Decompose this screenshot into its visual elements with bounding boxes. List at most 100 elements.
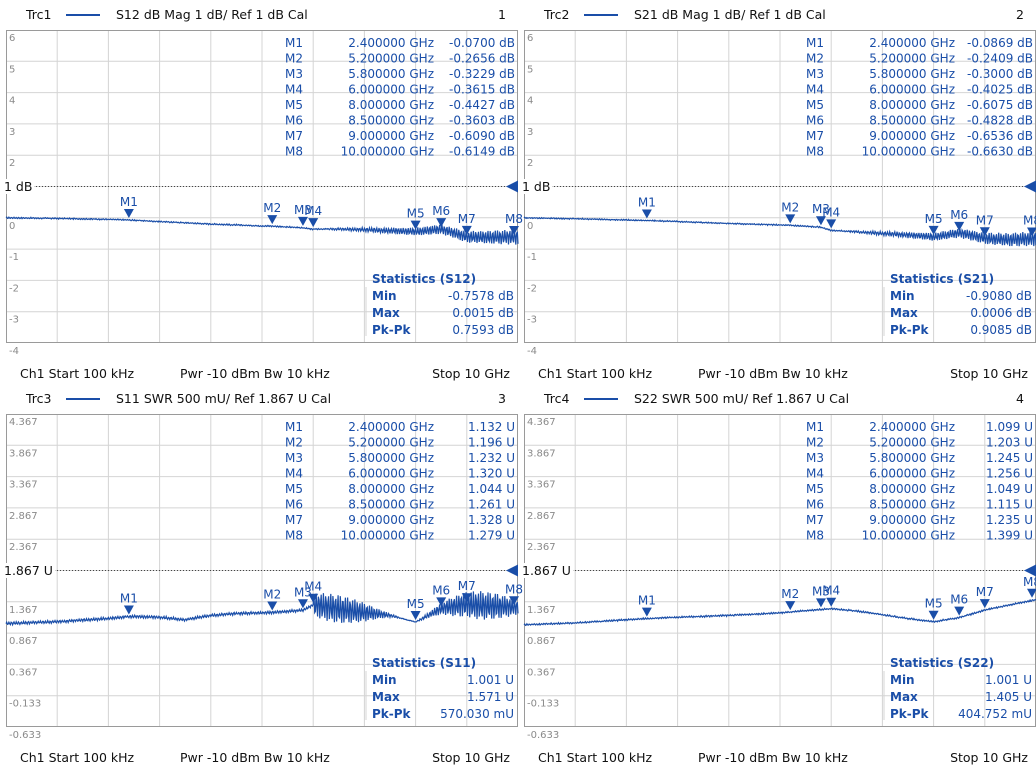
marker-table-name: M3 [285, 451, 303, 465]
plot-svg: 654320-1-2-3-4M1M2M3M4M5M6M7M8M12.400000… [523, 30, 1036, 357]
marker-table-value: 1.399 U [986, 529, 1033, 543]
marker-table-frequency: 9.000000 GHz [869, 513, 955, 527]
trace-header: Trc4 S22 SWR 500 mU/ Ref 1.867 U Cal 4 [518, 384, 1036, 414]
marker-table-value: -0.3000 dB [967, 67, 1033, 81]
marker-table-name: M1 [285, 36, 303, 50]
marker-triangle-icon [826, 597, 837, 607]
trace-description: S22 SWR 500 mU/ Ref 1.867 U Cal [634, 391, 850, 406]
trace-color-line [584, 14, 618, 16]
statistics-box: Statistics (S21) Min -0.9080 dB Max 0.0006 d… [883, 272, 1032, 337]
trace-line [5, 591, 519, 627]
channel-start: Ch1 Start 100 kHz [538, 366, 653, 381]
trace-description: S12 dB Mag 1 dB/ Ref 1 dB Cal [116, 7, 308, 22]
marker-triangle-icon [297, 216, 308, 226]
y-tick-label: -1 [527, 252, 537, 263]
marker-table-frequency: 9.000000 GHz [869, 129, 955, 143]
marker-label: M2 [263, 588, 281, 602]
trace-panel-1: Trc1 S12 dB Mag 1 dB/ Ref 1 dB Cal 1 6 5 4 3 2 0… [0, 0, 523, 384]
statistics-value: 0.7593 dB [452, 323, 514, 337]
y-tick-label: 2 [9, 158, 15, 169]
statistics-value: 404.752 mU [958, 707, 1032, 721]
reference-arrow-icon [506, 180, 518, 193]
marker-label: M7 [976, 213, 994, 227]
power-bandwidth: Pwr -10 dBm Bw 10 kHz [698, 366, 848, 381]
marker-label: M6 [432, 204, 450, 218]
statistics-label: Max [890, 306, 918, 320]
y-tick-label: 6 [527, 33, 533, 44]
statistics-label: Pk-Pk [890, 323, 930, 337]
y-tick-label: 3 [9, 127, 15, 138]
marker-table-name: M2 [806, 436, 824, 450]
marker-table-frequency: 10.000000 GHz [862, 145, 955, 159]
statistics-label: Min [890, 289, 915, 303]
marker-label: M3 [812, 202, 830, 216]
marker-label: M3 [812, 584, 830, 598]
trace-name: Trc2 [544, 7, 570, 22]
y-tick-label: -0.633 [527, 730, 559, 741]
reference-label: 1.867 U [520, 562, 573, 578]
power-bandwidth: Pwr -10 dBm Bw 10 kHz [180, 366, 330, 381]
marker-label: M6 [950, 593, 968, 607]
statistics-label: Max [372, 690, 400, 704]
reference-arrow-icon [506, 564, 518, 577]
marker-label: M3 [294, 585, 312, 599]
marker-label: M7 [458, 212, 476, 226]
marker-table-value: 1.256 U [986, 467, 1033, 481]
marker-triangle-icon [979, 227, 990, 237]
marker-table-name: M4 [806, 467, 824, 481]
y-tick-label: -0.633 [9, 730, 41, 741]
y-tick-label: 0 [9, 221, 15, 232]
trace-panel-2: Trc2 S21 dB Mag 1 dB/ Ref 1 dB Cal 2 6 5 4 3 2 0… [518, 0, 1036, 384]
y-tick-label: -0.133 [9, 699, 41, 710]
reference-arrow-icon [1024, 564, 1036, 577]
statistics-value: 1.405 U [985, 690, 1032, 704]
statistics-label: Max [372, 306, 400, 320]
y-tick-label: 0.367 [9, 667, 38, 678]
statistics-label: Min [890, 673, 915, 687]
marker-label: M1 [638, 594, 656, 608]
trace-footer: Ch1 Start 100 kHz Pwr -10 dBm Bw 10 kHz St… [518, 364, 1036, 384]
marker-table-value: 1.203 U [986, 436, 1033, 450]
marker-triangle-icon [308, 218, 319, 228]
marker-triangle-icon [954, 221, 965, 231]
marker-label: M4 [822, 584, 840, 598]
y-tick-label: 2.867 [527, 511, 556, 522]
trace-line [523, 216, 1036, 247]
marker-triangle-icon [509, 226, 519, 236]
marker-table-name: M8 [285, 145, 303, 159]
statistics-value: 0.0006 dB [970, 306, 1032, 320]
marker-table-name: M1 [806, 36, 824, 50]
marker-table-name: M4 [285, 467, 303, 481]
marker-label: M8 [1023, 214, 1036, 228]
marker-triangle-icon [979, 599, 990, 609]
marker-label: M4 [304, 204, 322, 218]
marker-table-name: M5 [806, 98, 824, 112]
trace-name: Trc4 [544, 391, 570, 406]
trace-description: S11 SWR 500 mU/ Ref 1.867 U Cal [116, 391, 332, 406]
y-tick-label: 5 [527, 64, 533, 75]
marker-table: M1 2.400000 GHz -0.0700 dB M2 5.200000 GHz -0… [285, 36, 515, 159]
marker-table-name: M6 [806, 114, 824, 128]
y-tick-label: 2.367 [9, 542, 38, 553]
y-tick-label: 4.367 [9, 417, 38, 428]
marker-table-value: 1.049 U [986, 482, 1033, 496]
marker-table-value: 1.320 U [468, 467, 515, 481]
marker-table-value: -0.4427 dB [449, 98, 515, 112]
marker-table-frequency: 8.500000 GHz [869, 498, 955, 512]
marker-table-frequency: 6.000000 GHz [869, 83, 955, 97]
statistics-value: 1.571 U [467, 690, 514, 704]
marker-table-value: 1.115 U [986, 498, 1033, 512]
marker-table-frequency: 5.200000 GHz [348, 52, 434, 66]
trace-color-line [66, 14, 100, 16]
channel-start: Ch1 Start 100 kHz [20, 366, 135, 381]
marker-table-value: 1.235 U [986, 513, 1033, 527]
marker-table-frequency: 8.500000 GHz [348, 114, 434, 128]
marker-table-name: M2 [285, 52, 303, 66]
marker-table-name: M1 [806, 420, 824, 434]
marker-table-value: -0.6075 dB [967, 98, 1033, 112]
trace-header: Trc1 S12 dB Mag 1 dB/ Ref 1 dB Cal 1 [0, 0, 518, 30]
y-tick-label: 4.367 [527, 417, 556, 428]
marker-table-name: M1 [285, 420, 303, 434]
marker-table-value: 1.261 U [468, 498, 515, 512]
